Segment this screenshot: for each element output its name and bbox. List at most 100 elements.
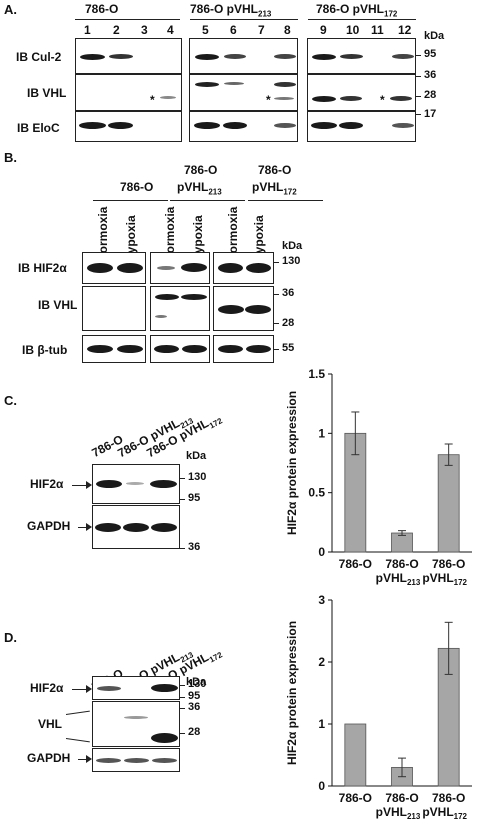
lane-number: 11 [371,23,384,37]
lane-number: 12 [398,23,412,37]
blot-hif2a-g3 [213,252,274,284]
group-underline [93,200,168,201]
marker-tick [180,708,185,709]
marker-tick [180,685,185,686]
chart-d: 0 1 2 3 HIF2α protein expression 786-O 786-O pV… [285,593,472,821]
category-label: 786-O [339,557,372,571]
blot-cul2-g1 [75,38,182,74]
lane-number: 1 [84,23,91,37]
blot-eloc-g2 [189,111,298,142]
marker-label: 36 [188,541,201,553]
group-label-vhl213-a: 786-O [184,163,218,177]
row-label-vhl: IB VHL [38,298,78,312]
category-label: 786-O pVHL213 [376,557,421,587]
arrow-icon [78,759,90,760]
lane-number: 7 [258,23,265,37]
blot-cul2-g2 [189,38,298,74]
marker-tick [274,323,279,324]
marker-tick [180,499,185,500]
marker-tick [416,76,421,77]
y-tick-label: 0.5 [308,486,325,500]
group-label-786o: 786-O [85,2,119,16]
category-label: 786-O [339,791,372,805]
marker-label: 95 [188,492,201,504]
arrow-icon [65,710,90,715]
blot-eloc-g3 [307,111,416,142]
marker-label: 36 [282,287,295,299]
marker-label: 130 [282,255,301,267]
chart-c: 0 0.5 1 1.5 HIF2α protein expression 786-O 786… [285,367,472,587]
arrow-icon [72,689,90,690]
blot-vhl-g1 [82,286,146,331]
blot-vhl [92,701,180,747]
category-label: 786-O pVHL213 [376,791,421,821]
group-label-vhl213: 786-O pVHL213 [190,2,272,19]
blot-eloc-g1 [75,111,182,142]
row-label-eloc: IB EloC [17,121,60,135]
arrow-icon [72,485,90,486]
marker-label: 36 [188,701,201,713]
row-label-vhl: VHL [38,717,62,731]
marker-tick [274,294,279,295]
kda-label: kDa [186,450,207,462]
marker-label: 36 [424,69,437,81]
arrow-icon [65,738,90,743]
group-label-vhl172-a: 786-O [258,163,292,177]
group-underline [170,200,245,201]
y-axis-label: HIF2α protein expression [285,621,299,765]
group-label-vhl213-b: pVHL213 [177,180,222,197]
group-underline [75,19,180,20]
y-tick-label: 2 [318,655,325,669]
row-label-hif2a: HIF2α [30,681,64,695]
y-tick-label: 1.5 [308,367,325,381]
marker-tick [180,478,185,479]
group-label-786o: 786-O [120,180,154,194]
arrow-head-icon [86,481,92,489]
lane-number: 2 [113,23,120,37]
marker-tick [416,114,421,115]
marker-tick [180,697,185,698]
marker-label: 17 [424,108,437,120]
arrow-icon [78,527,90,528]
bar [437,454,460,553]
blot-hif2a [92,464,180,504]
group-underline [248,200,323,201]
y-tick-label: 1 [318,426,325,440]
group-underline [308,19,416,20]
marker-label: 28 [424,89,437,101]
marker-label: 95 [424,48,437,60]
blot-vhl-g2 [150,286,210,331]
marker-tick [180,548,185,549]
group-label-vhl172: 786-O pVHL172 [316,2,398,19]
panel-c-letter: C. [4,393,17,408]
blot-hif2a-g1 [82,252,146,284]
category-label: 786-O pVHL172 [422,557,467,587]
lane-number: 9 [320,23,327,37]
blot-vhl-g3 [213,286,274,331]
arrow-head-icon [86,523,92,531]
group-underline [190,19,298,20]
kda-label: kDa [424,30,445,42]
marker-label: 55 [282,342,295,354]
marker-tick [416,96,421,97]
lane-number: 5 [202,23,209,37]
kda-label: kDa [186,676,207,688]
row-label-cul2: IB Cul-2 [16,50,62,64]
lane-number: 3 [141,23,148,37]
group-label-vhl172-b: pVHL172 [252,180,297,197]
asterisk: * [380,93,385,107]
panel-d-letter: D. [4,630,17,645]
category-label: 786-O pVHL172 [422,791,467,821]
blot-vhl-g1: * [75,74,182,111]
marker-label: 28 [282,317,295,329]
blot-cul2-g3 [307,38,416,74]
lane-number: 8 [284,23,291,37]
arrow-head-icon [86,685,92,693]
y-tick-label: 3 [318,593,325,607]
blot-btub-g3 [213,335,274,363]
kda-label: kDa [282,240,303,252]
panel-a-letter: A. [4,2,17,17]
asterisk: * [266,93,271,107]
blot-vhl-g3: * [307,74,416,111]
marker-tick [180,733,185,734]
